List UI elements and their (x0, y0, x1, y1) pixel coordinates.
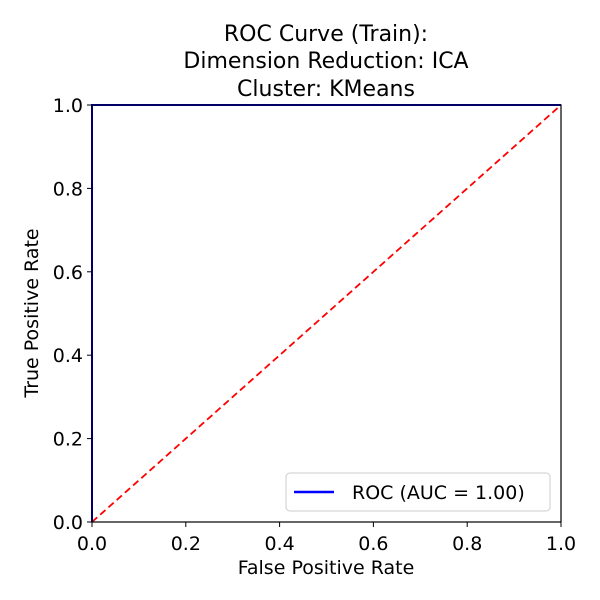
y-tick-label: 0.4 (53, 345, 83, 367)
x-tick-label: 1.0 (546, 533, 576, 555)
y-tick-label: 0.0 (53, 512, 83, 534)
chance-line (91, 104, 562, 523)
x-axis-label: False Positive Rate (238, 557, 415, 579)
x-tick-label: 0.4 (264, 533, 294, 555)
legend: ROC (AUC = 1.00) (285, 472, 551, 512)
chart-title: ROC Curve (Train): Dimension Reduction: … (183, 22, 468, 102)
y-axis-ticks: 0.0 0.2 0.4 0.6 0.8 1.0 (53, 95, 92, 534)
x-axis-ticks: 0.0 0.2 0.4 0.6 0.8 1.0 (77, 522, 576, 555)
plot-frame (91, 104, 562, 523)
legend-box (285, 472, 551, 512)
y-axis-label: True Positive Rate (21, 228, 43, 398)
x-tick-label: 0.6 (358, 533, 388, 555)
x-tick-label: 0.2 (171, 533, 201, 555)
y-tick-label: 0.6 (53, 262, 83, 284)
chart-title-line-2: Dimension Reduction: ICA (183, 49, 468, 74)
legend-label-roc: ROC (AUC = 1.00) (352, 482, 525, 504)
y-tick-label: 0.2 (53, 429, 83, 451)
x-tick-label: 0.8 (452, 533, 482, 555)
chart-title-line-1: ROC Curve (Train): (224, 22, 428, 47)
y-tick-label: 0.8 (53, 178, 83, 200)
chart-title-line-3: Cluster: KMeans (237, 77, 415, 102)
x-tick-label: 0.0 (77, 533, 107, 555)
y-tick-label: 1.0 (53, 95, 83, 117)
series-layer (91, 104, 562, 523)
